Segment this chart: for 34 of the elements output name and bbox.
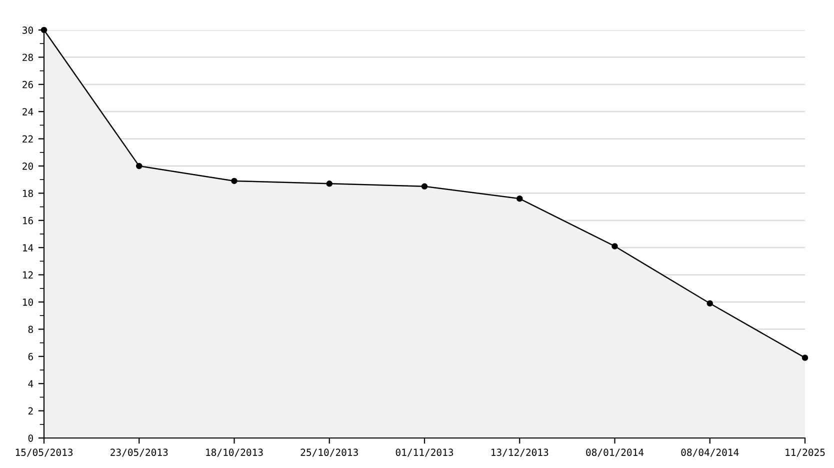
point bbox=[231, 178, 238, 184]
y-tick-label: 4 bbox=[28, 380, 34, 388]
y-tick-label: 28 bbox=[22, 54, 33, 62]
x-tick-label: 13/12/2013 bbox=[492, 448, 548, 457]
point bbox=[516, 196, 523, 202]
y-tick-label: 20 bbox=[22, 162, 33, 170]
point bbox=[40, 26, 48, 34]
x-tick-label: 23/05/2013 bbox=[110, 448, 168, 457]
point bbox=[421, 183, 428, 190]
y-tick-label: 2 bbox=[28, 407, 33, 415]
y-tick-label: 18 bbox=[23, 190, 33, 198]
y-tick-label: 30 bbox=[22, 26, 33, 34]
point bbox=[136, 162, 142, 170]
point bbox=[706, 300, 713, 306]
y-tick-label: 0 bbox=[28, 434, 33, 442]
y-tick-label: 6 bbox=[28, 352, 33, 360]
x-tick-label: 25/10/2013 bbox=[300, 448, 358, 457]
y-tick-label: 12 bbox=[23, 271, 33, 279]
x-tick-label: 08/04/2014 bbox=[681, 448, 739, 457]
y-tick-label: 16 bbox=[23, 216, 33, 224]
x-tick-label: 11/2025 bbox=[786, 448, 825, 457]
x-tick-label: 15/05/2013 bbox=[16, 448, 73, 457]
point bbox=[802, 354, 808, 361]
x-tick-label: 18/10/2013 bbox=[206, 448, 263, 457]
x-tick-label: 08/01/2014 bbox=[586, 448, 644, 457]
x-tick-label: 01/11/2013 bbox=[396, 448, 454, 457]
point bbox=[612, 243, 618, 250]
y-tick-label: 24 bbox=[22, 108, 34, 116]
y-tick-label: 22 bbox=[22, 135, 33, 143]
y-tick-label: 26 bbox=[22, 80, 33, 88]
y-tick-label: 14 bbox=[23, 244, 34, 252]
y-tick-label: 8 bbox=[28, 326, 33, 334]
point bbox=[326, 180, 332, 187]
y-tick-label: 10 bbox=[23, 298, 33, 306]
